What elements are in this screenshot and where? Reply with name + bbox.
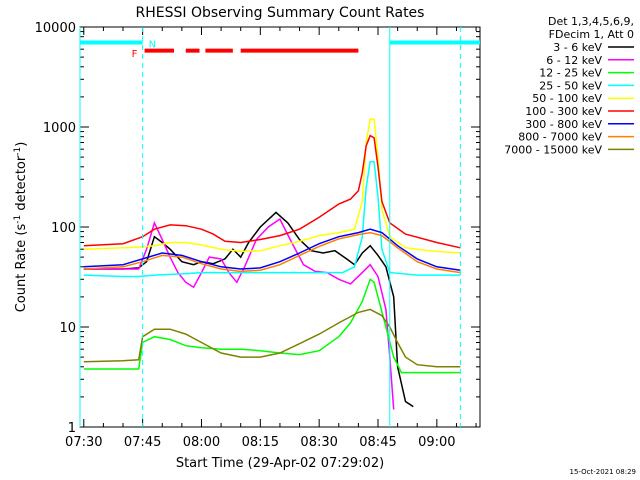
y-tick-label: 1 [68,421,76,436]
x-tick-label: 07:30 [65,435,102,450]
series-line [83,218,395,410]
series-line [83,278,461,374]
y-axis-label-mid: detector [14,155,29,215]
plot-frame [79,26,481,428]
x-tick-label: 08:00 [183,435,220,450]
legend-entry-label: 6 - 12 keV [546,54,602,67]
legend-entry-label: 100 - 300 keV [525,105,602,118]
annotation-flag: N [149,39,156,50]
legend-header-line-1: Det 1,3,4,5,6,9, [548,15,634,28]
series-line [83,308,461,368]
x-tick-label: 08:30 [300,435,337,450]
legend: Det 1,3,4,5,6,9, FDecim 1, Att 0 3 - 6 k… [504,15,634,156]
series-line [83,228,461,271]
annotation-flag: F [132,49,138,60]
x-axis-label: Start Time (29-Apr-02 07:29:02) [176,456,384,471]
legend-entry-label: 25 - 50 keV [539,79,602,92]
y-tick-label: 10 [59,321,76,336]
generation-timestamp: 15-Oct-2021 08:29 [570,468,636,476]
series-line [83,160,461,278]
series-line [83,118,461,254]
legend-entry-label: 800 - 7000 keV [518,131,602,144]
x-tick-label: 08:45 [359,435,396,450]
y-axis-label-sup2: -1 [13,147,23,156]
axes: 07:30 07:45 08:00 08:15 08:30 08:45 09:00 1 10 10… [35,21,480,450]
legend-entry-label: 7000 - 15000 keV [504,143,602,156]
legend-header-line-2: FDecim 1, Att 0 [549,28,634,41]
y-tick-label: 100 [51,221,76,236]
chart-title: RHESSI Observing Summary Count Rates [136,5,425,21]
y-axis-label: Count Rate (s-1 detector-1) [13,142,29,313]
legend-entry-label: 300 - 800 keV [525,118,602,131]
series-line [83,134,461,249]
y-tick-label: 10000 [35,21,76,36]
legend-entry-label: 3 - 6 keV [553,41,602,54]
series-line [83,231,461,274]
x-tick-label: 09:00 [418,435,455,450]
annotations: NF [79,27,480,427]
y-axis-label-start: Count Rate (s [14,224,29,313]
y-axis-label-sup1: -1 [13,215,23,224]
x-tick-label: 08:15 [242,435,279,450]
y-tick-label: 1000 [43,121,76,136]
y-axis-label-end: ) [14,142,29,147]
legend-entry-label: 12 - 25 keV [539,67,602,80]
legend-entry-label: 50 - 100 keV [532,92,602,105]
plot-area [79,26,481,428]
series-group [83,118,461,410]
x-tick-label: 07:45 [124,435,161,450]
